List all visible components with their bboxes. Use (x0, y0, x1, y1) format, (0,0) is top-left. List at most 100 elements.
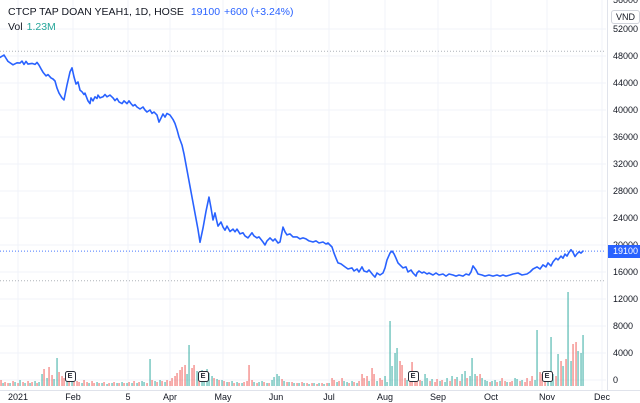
price-tick-label: 8000 (613, 321, 634, 331)
volume-bar (98, 383, 100, 386)
volume-bar (572, 344, 574, 386)
volume-bar (213, 378, 215, 386)
volume-bar (539, 372, 541, 386)
volume-bar (491, 381, 493, 386)
volume-bar (2, 383, 4, 386)
volume-bar (351, 381, 353, 386)
volume-bar (384, 376, 386, 386)
volume-bar (550, 337, 552, 386)
volume-bar (81, 383, 83, 386)
price-tick-label: 24000 (613, 213, 639, 223)
volume-bar (286, 382, 288, 386)
volume-label: Vol (8, 21, 23, 33)
price-tick-label: 12000 (613, 294, 639, 304)
volume-bar (524, 382, 526, 386)
price-tick-label: 16000 (613, 267, 639, 277)
volume-bar (396, 348, 398, 386)
earnings-marker-badge[interactable]: E (407, 371, 419, 382)
volume-bar (421, 381, 423, 386)
volume-bar (181, 367, 183, 386)
volume-bar (494, 380, 496, 386)
volume-bar (321, 383, 323, 386)
volume-bar (176, 373, 178, 386)
volume-bar (66, 380, 68, 386)
volume-bar (261, 381, 263, 386)
volume-bar (547, 378, 549, 386)
volume-bar (83, 380, 85, 386)
volume-bar (301, 382, 303, 386)
volume-bar (526, 378, 528, 386)
volume-bar (188, 345, 190, 386)
volume-bar (570, 361, 572, 386)
volume-bar (439, 381, 441, 386)
volume-bar (271, 380, 273, 386)
volume-bar (58, 372, 60, 386)
chart-pane[interactable] (0, 0, 607, 390)
volume-bar (466, 378, 468, 386)
volume-bar (519, 381, 521, 386)
volume-bar (136, 383, 138, 386)
volume-bar (263, 382, 265, 386)
volume-bar (106, 384, 108, 386)
volume-bar (333, 380, 335, 386)
volume-bar (348, 383, 350, 386)
volume-bar (9, 383, 11, 386)
volume-bar (343, 381, 345, 386)
price-axis[interactable]: 56000 VND 52000 48000 44000 40000 36000 32000… (607, 0, 640, 390)
time-tick-label: Dec (593, 392, 611, 402)
volume-bar (404, 378, 406, 386)
volume-bar (356, 383, 358, 386)
volume-bar (211, 376, 213, 386)
volume-bar (474, 374, 476, 386)
volume-bar (436, 379, 438, 386)
volume-bar (501, 378, 503, 386)
volume-bar (496, 382, 498, 386)
volume-bar (434, 382, 436, 386)
volume-bar (216, 379, 218, 386)
volume-bar (246, 381, 248, 386)
volume-bar (146, 383, 148, 386)
volume-bar (253, 382, 255, 386)
volume-bar (331, 378, 333, 386)
volume-bar (557, 354, 559, 386)
time-tick-label: 5 (125, 392, 131, 402)
volume-bar (511, 381, 513, 386)
volume-bar (499, 381, 501, 386)
volume-bar (451, 376, 453, 386)
volume-bar (509, 382, 511, 386)
volume-bar (376, 381, 378, 386)
volume-bar (143, 382, 145, 386)
volume-bar (577, 351, 579, 386)
volume-bar (233, 383, 235, 386)
volume-bar (293, 383, 295, 386)
earnings-marker-badge[interactable]: E (64, 371, 76, 382)
volume-bar (241, 383, 243, 386)
volume-bar (444, 382, 446, 386)
volume-bar (419, 380, 421, 386)
price-tick-label: 4000 (613, 348, 634, 358)
time-axis[interactable]: 2021 Feb 5 Apr May Jun Jul Aug Sep Oct Nov Dec (0, 390, 640, 403)
price-tick-label: 52000 (613, 24, 639, 34)
earnings-marker-badge[interactable]: E (197, 371, 209, 382)
volume-bar (449, 381, 451, 386)
volume-bar (389, 321, 391, 386)
volume-bar (128, 382, 130, 386)
volume-bar (361, 374, 363, 386)
volume-bar (489, 382, 491, 386)
volume-bar (281, 379, 283, 386)
volume-bar (174, 376, 176, 386)
volume-bar (481, 378, 483, 386)
volume-bar (123, 383, 125, 386)
symbol-title[interactable]: CTCP TAP DOAN YEAH1, 1D, HOSE (8, 6, 184, 18)
volume-bar (116, 383, 118, 386)
volume-bar (379, 378, 381, 386)
currency-unit-badge[interactable]: VND (611, 10, 640, 24)
earnings-marker-badge[interactable]: E (541, 371, 553, 382)
volume-bar (186, 374, 188, 386)
volume-bar (401, 365, 403, 386)
volume-bar (156, 382, 158, 386)
volume-bar (268, 383, 270, 386)
volume-bar (111, 383, 113, 386)
volume-bar (534, 380, 536, 386)
volume-bar (218, 380, 220, 386)
